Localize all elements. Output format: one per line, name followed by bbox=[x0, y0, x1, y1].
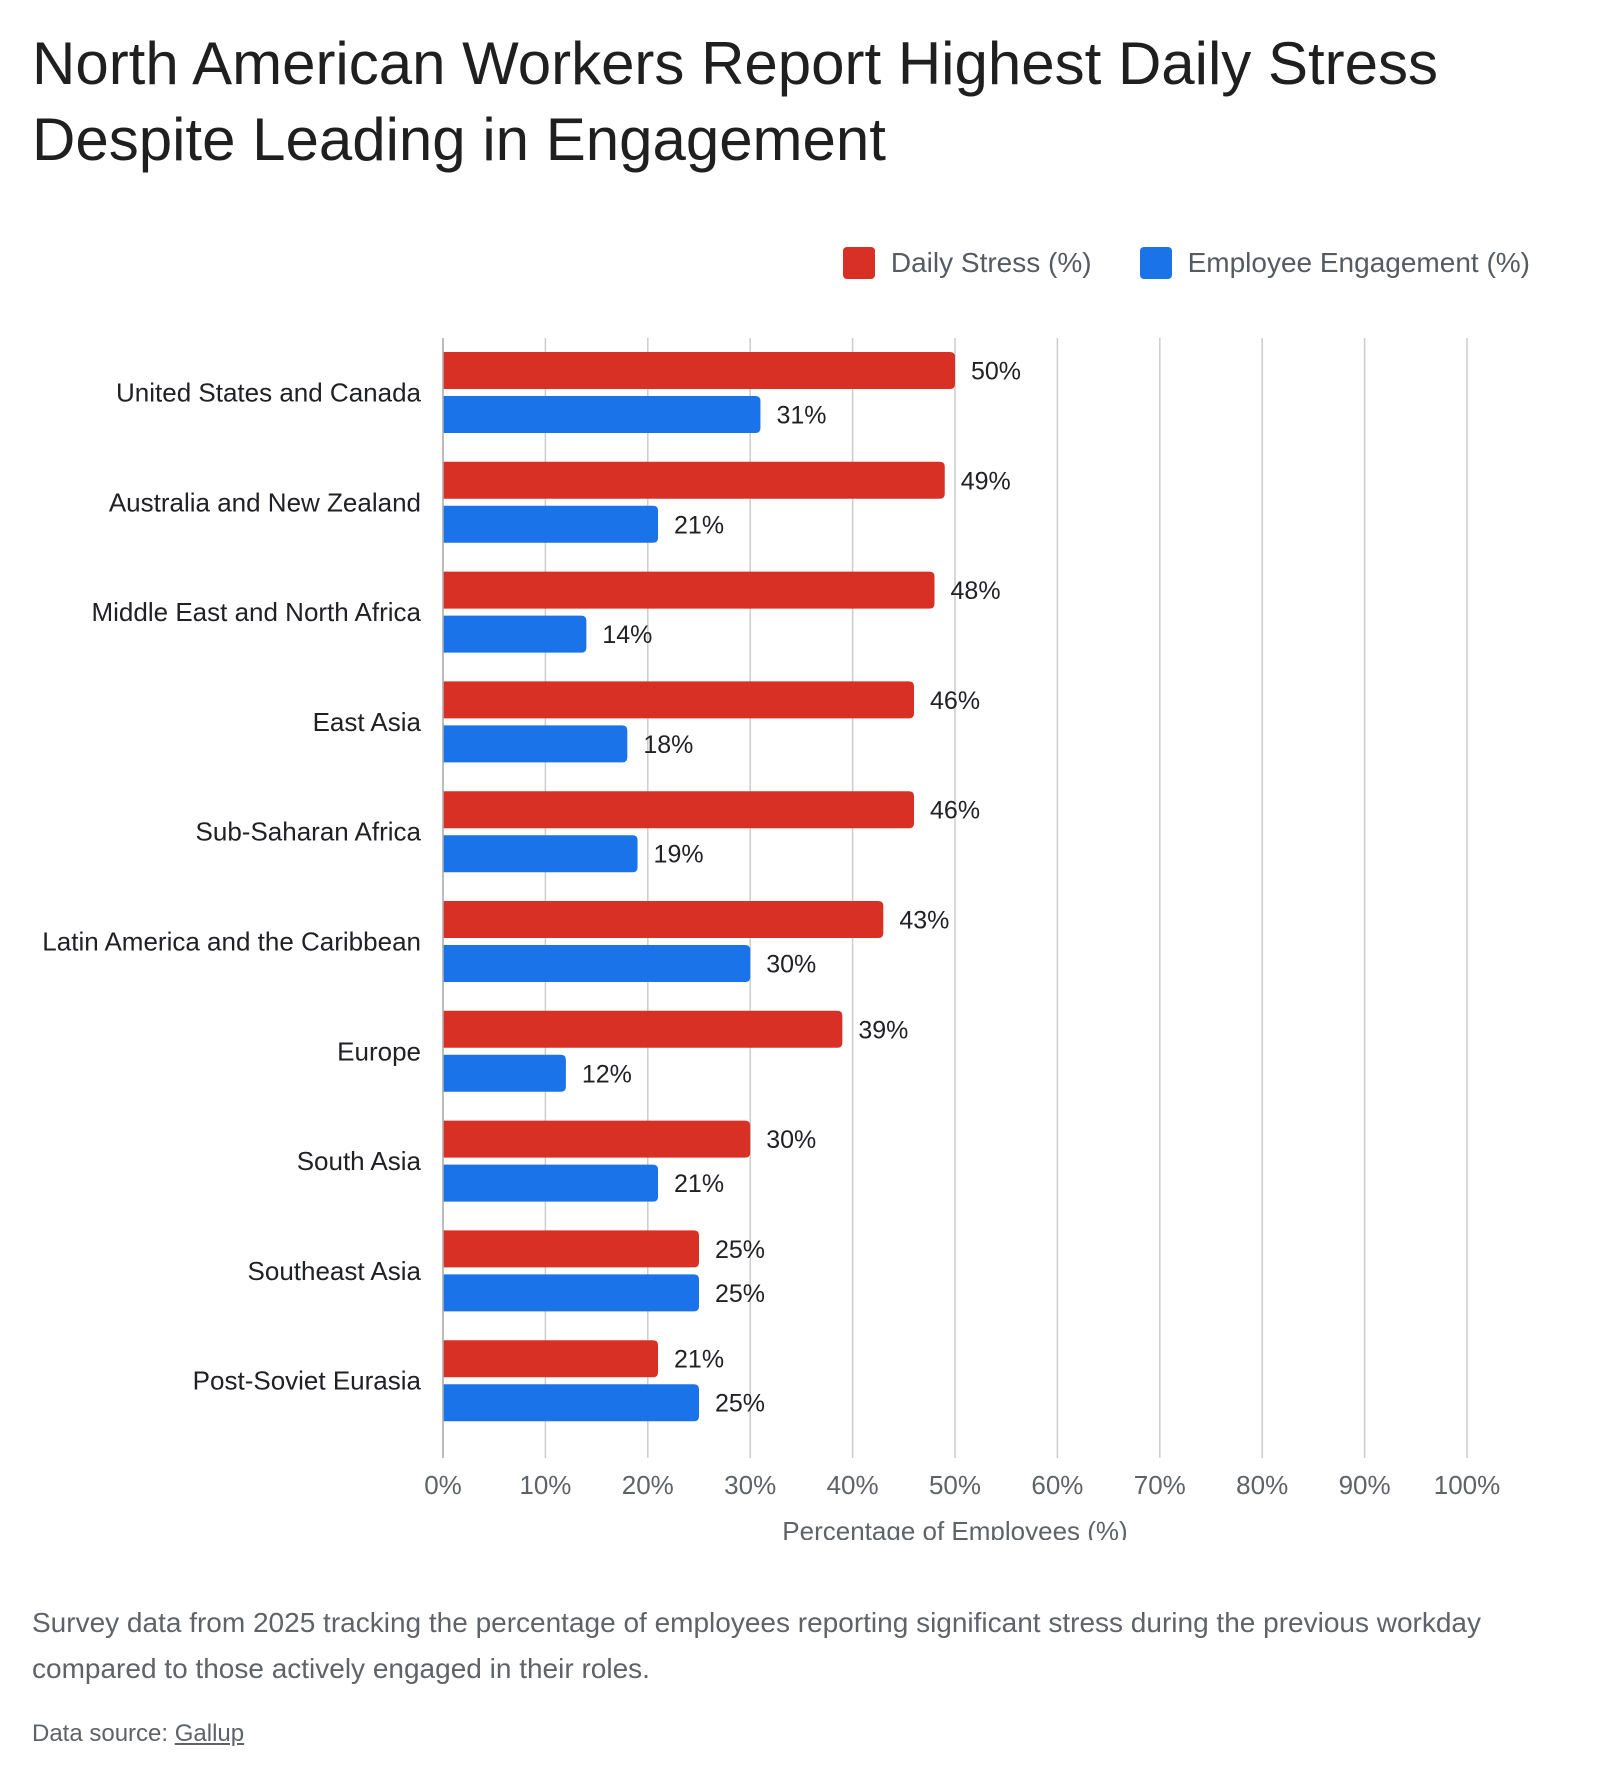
bar-employee-engagement-europe bbox=[443, 1054, 566, 1092]
y-tick-label: United States and Canada bbox=[116, 378, 422, 408]
bar-employee-engagement-middle-east-and-north-africa bbox=[443, 615, 587, 653]
x-tick-label: 80% bbox=[1236, 1470, 1288, 1500]
y-tick-label: Post-Soviet Eurasia bbox=[193, 1366, 422, 1396]
data-source-prefix: Data source: bbox=[32, 1720, 175, 1747]
data-label: 21% bbox=[674, 1170, 724, 1198]
bar-chart: 0% 10% 20% 30% 40% 50% 60% 70% 80% 90% 100% Percent… bbox=[42, 338, 1501, 1540]
legend-label-daily-stress: Daily Stress (%) bbox=[890, 247, 1092, 278]
bar-daily-stress-southeast-asia bbox=[443, 1230, 699, 1268]
data-label: 50% bbox=[971, 358, 1021, 386]
x-tick-label: 20% bbox=[622, 1470, 674, 1500]
x-tick-label: 40% bbox=[827, 1470, 879, 1500]
legend-item-daily-stress: Daily Stress (%) bbox=[842, 247, 1092, 279]
legend-swatch-daily-stress bbox=[842, 247, 875, 279]
bar-daily-stress-east-asia bbox=[443, 681, 915, 719]
bar-daily-stress-south-asia bbox=[443, 1120, 751, 1158]
data-label: 43% bbox=[899, 907, 949, 935]
data-label: 21% bbox=[674, 511, 724, 539]
legend: Daily Stress (%) Employee Engagement (%) bbox=[842, 247, 1530, 279]
bar-employee-engagement-east-asia bbox=[443, 725, 628, 763]
data-label: 46% bbox=[930, 797, 980, 825]
data-label: 14% bbox=[602, 621, 652, 649]
data-label: 25% bbox=[715, 1236, 765, 1264]
x-tick-label: 60% bbox=[1031, 1470, 1083, 1500]
bar-employee-engagement-latin-america-and-the-caribbean bbox=[443, 945, 751, 982]
x-tick-label: 0% bbox=[424, 1470, 462, 1500]
y-tick-label: Latin America and the Caribbean bbox=[42, 927, 421, 957]
bar-employee-engagement-post-soviet-eurasia bbox=[443, 1384, 699, 1422]
y-tick-label: Europe bbox=[337, 1036, 421, 1066]
bar-daily-stress-post-soviet-eurasia bbox=[443, 1340, 659, 1378]
data-label: 30% bbox=[766, 1126, 816, 1154]
y-tick-label: Australia and New Zealand bbox=[109, 487, 421, 517]
y-tick-label: South Asia bbox=[297, 1146, 422, 1176]
bar-daily-stress-australia-and-new-zealand bbox=[443, 461, 945, 499]
bar-employee-engagement-australia-and-new-zealand bbox=[443, 505, 659, 543]
y-tick-label: Southeast Asia bbox=[248, 1256, 422, 1286]
bar-daily-stress-europe bbox=[443, 1010, 843, 1048]
bar-employee-engagement-united-states-and-canada bbox=[443, 396, 761, 433]
x-tick-label: 30% bbox=[724, 1470, 776, 1500]
x-tick-label: 10% bbox=[519, 1470, 571, 1500]
data-label: 30% bbox=[766, 951, 816, 979]
bar-daily-stress-middle-east-and-north-africa bbox=[443, 571, 935, 609]
data-label: 25% bbox=[715, 1280, 765, 1308]
x-tick-label: 90% bbox=[1339, 1470, 1391, 1500]
bar-daily-stress-latin-america-and-the-caribbean bbox=[443, 901, 884, 938]
data-label: 12% bbox=[582, 1060, 632, 1088]
y-tick-label: Middle East and North Africa bbox=[92, 597, 422, 627]
bar-employee-engagement-south-asia bbox=[443, 1164, 659, 1202]
x-tick-label: 50% bbox=[929, 1470, 981, 1500]
x-axis-title: Percentage of Employees (%) bbox=[782, 1516, 1127, 1540]
bar-employee-engagement-southeast-asia bbox=[443, 1274, 699, 1312]
data-label: 31% bbox=[776, 402, 826, 430]
x-tick-label: 70% bbox=[1134, 1470, 1186, 1500]
chart-title: North American Workers Report Highest Da… bbox=[32, 30, 1439, 173]
data-label: 25% bbox=[715, 1390, 765, 1418]
data-label: 19% bbox=[654, 841, 704, 869]
bar-daily-stress-united-states-and-canada bbox=[443, 352, 955, 389]
legend-swatch-employee-engagement bbox=[1139, 247, 1172, 279]
bar-daily-stress-sub-saharan-africa bbox=[443, 791, 915, 829]
legend-label-employee-engagement: Employee Engagement (%) bbox=[1187, 247, 1530, 278]
data-label: 18% bbox=[643, 731, 693, 759]
y-tick-label: Sub-Saharan Africa bbox=[196, 817, 422, 847]
x-tick-label: 100% bbox=[1434, 1470, 1501, 1500]
chart-description: Survey data from 2025 tracking the perce… bbox=[32, 1607, 1481, 1684]
data-source: Data source: Gallup bbox=[32, 1720, 244, 1748]
y-tick-label: East Asia bbox=[313, 707, 422, 737]
data-label: 21% bbox=[674, 1346, 724, 1374]
data-label: 49% bbox=[961, 467, 1011, 495]
legend-item-employee-engagement: Employee Engagement (%) bbox=[1139, 247, 1530, 279]
data-label: 39% bbox=[858, 1016, 908, 1044]
bar-employee-engagement-sub-saharan-africa bbox=[443, 835, 638, 873]
data-label: 48% bbox=[951, 577, 1001, 605]
data-source-link[interactable]: Gallup bbox=[174, 1720, 245, 1747]
data-label: 46% bbox=[930, 687, 980, 715]
